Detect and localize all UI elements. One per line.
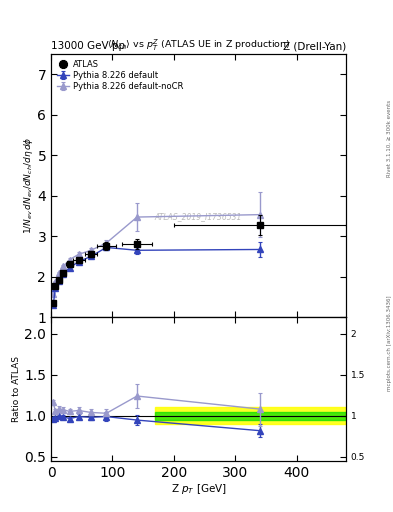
Y-axis label: $1/N_{ev}\,dN_{ev}/dN_{ch}/d\eta\,d\phi$: $1/N_{ev}\,dN_{ev}/dN_{ch}/d\eta\,d\phi$ [22, 137, 35, 234]
Text: Z (Drell-Yan): Z (Drell-Yan) [283, 41, 346, 51]
Text: Rivet 3.1.10, ≥ 300k events: Rivet 3.1.10, ≥ 300k events [387, 100, 392, 177]
Text: mcplots.cern.ch [arXiv:1306.3436]: mcplots.cern.ch [arXiv:1306.3436] [387, 295, 392, 391]
Legend: ATLAS, Pythia 8.226 default, Pythia 8.226 default-noCR: ATLAS, Pythia 8.226 default, Pythia 8.22… [55, 58, 185, 93]
Y-axis label: Ratio to ATLAS: Ratio to ATLAS [13, 356, 22, 422]
Bar [156, 408, 346, 424]
X-axis label: Z $p_T$ [GeV]: Z $p_T$ [GeV] [171, 482, 226, 497]
Title: $\langle N_{ch}\rangle$ vs $p_T^Z$ (ATLAS UE in Z production): $\langle N_{ch}\rangle$ vs $p_T^Z$ (ATLA… [107, 37, 290, 53]
Text: ATLAS_2019_I1736531: ATLAS_2019_I1736531 [155, 212, 242, 222]
Bar [156, 412, 346, 420]
Text: 13000 GeV pp: 13000 GeV pp [51, 41, 125, 51]
